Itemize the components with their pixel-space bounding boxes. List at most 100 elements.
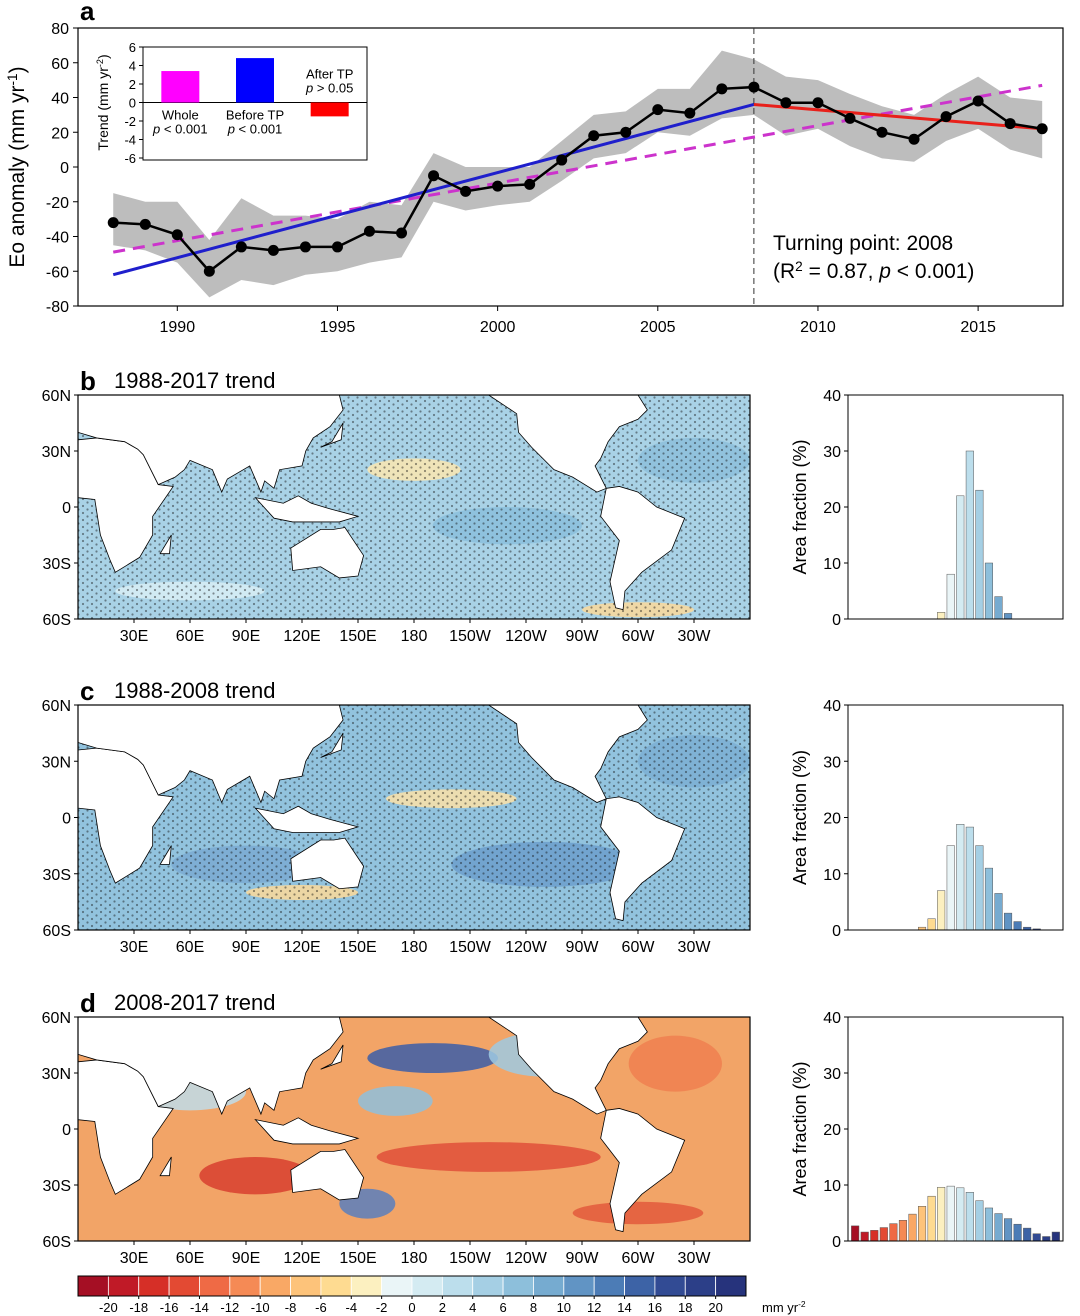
y-tick-label: 20	[823, 500, 841, 517]
y-axis-label-part: )	[6, 66, 29, 73]
histogram-bar	[994, 893, 1003, 931]
histogram-bar	[975, 1200, 984, 1242]
data-point	[940, 111, 952, 123]
data-point	[363, 225, 375, 237]
colorbar-tick-label: -4	[345, 1300, 357, 1315]
colorbar-box	[502, 1275, 534, 1297]
annotation-stats-part: 2	[795, 259, 803, 274]
data-point	[492, 180, 504, 192]
histogram-bar	[984, 1207, 993, 1242]
histogram-bar	[1013, 921, 1022, 931]
histogram-bar	[1051, 1231, 1060, 1242]
annotation-stats: (R2 = 0.87, p < 0.001)	[773, 259, 974, 284]
category-label: Before TP	[226, 108, 284, 123]
y-tick-label: 10	[823, 867, 841, 884]
data-point	[684, 107, 696, 119]
hist-frame	[847, 1016, 1064, 1242]
colorbar-tick-label: 10	[557, 1300, 571, 1315]
histogram-bar	[851, 1225, 860, 1242]
inset-y-label-part: )	[95, 54, 111, 59]
land	[600, 1108, 686, 1233]
annotation-stats-part: = 0.87,	[803, 260, 879, 283]
colorbar-tick-label: -16	[160, 1300, 179, 1315]
histogram-bar	[870, 1230, 879, 1242]
trend-line	[753, 102, 1043, 131]
y-tick-label: 0	[129, 96, 136, 111]
colorbar-box	[472, 1275, 504, 1297]
hist-frame	[847, 394, 1064, 620]
land	[159, 534, 172, 555]
y-tick-label: 40	[823, 1010, 841, 1027]
lon-tick-label: 30W	[678, 1250, 712, 1267]
panel-title: 2008-2017 trend	[114, 990, 275, 1015]
data-point	[299, 241, 311, 253]
lon-tick-label: 60W	[622, 1250, 656, 1267]
map-field	[78, 705, 750, 930]
histogram-bar	[1023, 1227, 1032, 1242]
inset-y-label: Trend (mm yr-2)	[95, 54, 111, 150]
data-point	[972, 95, 984, 107]
colorbar-box	[563, 1275, 595, 1297]
colorbar-tick-label: 14	[617, 1300, 631, 1315]
land	[290, 527, 365, 579]
trend-patch	[367, 1043, 498, 1073]
bar	[310, 102, 349, 117]
lat-tick-label: 60N	[42, 1010, 71, 1027]
histogram-bar	[984, 867, 993, 931]
lon-tick-label: 120W	[505, 1250, 548, 1267]
panel-letter: a	[80, 0, 95, 26]
data-point	[460, 185, 472, 197]
histogram-bar	[918, 1206, 927, 1242]
data-point	[107, 217, 119, 229]
colorbar-tick-label: 20	[708, 1300, 722, 1315]
panel-letter: b	[80, 366, 96, 396]
histogram-bar	[1004, 1218, 1013, 1242]
y-tick-label: -6	[124, 151, 136, 166]
land	[254, 805, 360, 833]
colorbar-tick-label: -20	[99, 1300, 118, 1315]
colorbar-box	[290, 1275, 322, 1297]
histogram-bar	[1004, 613, 1013, 620]
data-point	[812, 97, 824, 109]
land	[254, 1117, 360, 1145]
y-tick-label: -4	[124, 133, 136, 148]
colorbar-tick-label: 2	[439, 1300, 446, 1315]
data-point	[716, 83, 728, 95]
histogram-bar	[946, 845, 955, 931]
lon-tick-label: 150W	[449, 939, 492, 956]
histogram-bar	[1004, 912, 1013, 931]
y-tick-label: 20	[823, 1122, 841, 1139]
lon-tick-label: 30E	[120, 628, 148, 645]
y-tick-label: 20	[51, 125, 69, 142]
land	[600, 486, 686, 611]
lon-tick-label: 30W	[678, 628, 712, 645]
y-tick-label: -40	[46, 230, 69, 247]
colorbar-box	[77, 1275, 109, 1297]
histogram-bar	[927, 918, 936, 931]
data-point	[331, 241, 343, 253]
trend-patch	[628, 1035, 722, 1092]
land	[159, 845, 172, 865]
colorbar-box	[441, 1275, 474, 1297]
lon-tick-label: 90W	[566, 628, 600, 645]
land	[600, 796, 686, 922]
trend-patch	[358, 1086, 433, 1116]
colorbar-box	[381, 1275, 413, 1297]
y-axis-label: Area fraction (%)	[790, 750, 810, 885]
inset-y-label-part: -2	[95, 59, 105, 67]
trend-patch	[376, 1142, 601, 1172]
lat-tick-label: 30S	[43, 556, 71, 573]
histogram-bar	[956, 824, 965, 931]
histogram-bar	[1013, 1223, 1022, 1242]
y-tick-label: 40	[51, 91, 69, 108]
lon-tick-label: 120E	[283, 1250, 320, 1267]
lat-tick-label: 0	[62, 500, 71, 517]
lat-tick-label: 60S	[43, 1234, 71, 1251]
lon-tick-label: 30E	[120, 1250, 148, 1267]
histogram-bar	[889, 1223, 898, 1242]
lon-tick-label: 120E	[283, 628, 320, 645]
y-tick-label: 40	[823, 698, 841, 715]
data-point	[748, 81, 760, 93]
y-tick-label: 60	[51, 56, 69, 73]
data-point	[620, 126, 632, 138]
